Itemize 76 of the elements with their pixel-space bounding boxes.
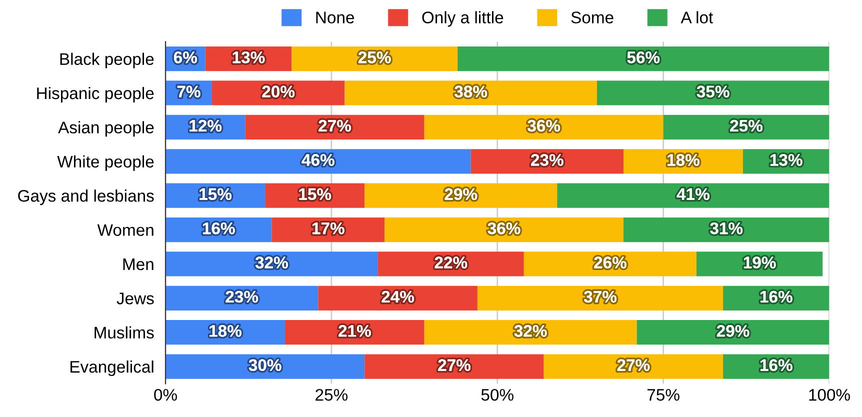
data-label: 56% (627, 51, 660, 64)
data-label: 29% (444, 188, 478, 200)
data-label: 17% (312, 222, 344, 234)
data-label: 24% (382, 290, 414, 303)
data-label: 31% (710, 222, 743, 234)
legend-label: A lot (680, 11, 714, 24)
bar (458, 46, 830, 72)
legend-label: Only a little (422, 11, 504, 27)
data-label: 12% (190, 120, 222, 132)
data-label: 15% (200, 188, 232, 200)
data-label: 13% (232, 51, 265, 64)
data-label: 32% (255, 256, 288, 268)
data-label: 6% (174, 51, 198, 64)
x-tick-label: 0% (154, 388, 177, 401)
data-label: 36% (488, 222, 520, 234)
data-label: 25% (358, 51, 391, 64)
bar (364, 354, 544, 379)
bar (166, 252, 378, 276)
data-label: 21% (338, 325, 371, 337)
data-label: 37% (584, 290, 616, 303)
data-label: 23% (531, 154, 564, 166)
bar (364, 183, 558, 208)
bar (344, 80, 597, 106)
legend-label: Some (571, 12, 614, 24)
bar (166, 354, 365, 379)
data-label: 25% (730, 120, 763, 132)
bar (245, 114, 424, 140)
y-tick-label: Women (97, 224, 154, 236)
data-label: 41% (676, 188, 710, 200)
bar (424, 114, 664, 140)
x-tick-label: 25% (316, 388, 348, 401)
data-label: 19% (744, 256, 776, 268)
y-tick-label: Black people (60, 52, 154, 68)
data-label: 13% (770, 154, 802, 166)
data-label: 46% (302, 154, 334, 166)
data-label: 26% (594, 256, 626, 268)
bar (596, 80, 830, 106)
y-tick-label: Jews (116, 292, 154, 304)
legend-label: None (316, 12, 354, 24)
y-tick-label: Evangelical (70, 360, 154, 376)
bar (524, 252, 696, 276)
data-label: 32% (514, 325, 547, 337)
bar (166, 149, 471, 174)
data-label: 27% (617, 359, 650, 371)
x-tick-label: 100% (809, 388, 850, 401)
x-tick-label: 50% (481, 388, 514, 401)
data-label: 35% (696, 86, 730, 98)
data-label: 36% (528, 120, 560, 132)
bar (384, 217, 624, 242)
y-tick-label: White people (57, 155, 154, 171)
data-label: 27% (318, 120, 351, 132)
data-label: 16% (202, 222, 235, 234)
data-label: 20% (262, 86, 295, 98)
y-tick-label: Gays and lesbians (18, 190, 154, 206)
data-label: 15% (299, 188, 332, 200)
data-label: 23% (226, 290, 258, 303)
bar (557, 183, 830, 208)
data-label: 29% (716, 325, 750, 337)
y-tick-label: Muslims (94, 326, 154, 339)
bar (424, 320, 637, 345)
data-label: 7% (177, 86, 200, 98)
bar (623, 217, 830, 242)
data-label: 18% (668, 154, 700, 166)
data-label: 18% (210, 325, 242, 337)
x-tick-label: 75% (647, 389, 680, 401)
data-label: 22% (434, 256, 468, 268)
bar (477, 286, 724, 310)
bar (544, 354, 724, 379)
y-tick-label: Men (123, 258, 154, 270)
data-label: 16% (760, 290, 792, 303)
data-label: 38% (454, 86, 488, 98)
y-tick-label: Asian people (58, 121, 154, 137)
data-label: 16% (760, 359, 792, 372)
data-label: 30% (248, 359, 282, 372)
data-label: 27% (438, 359, 470, 371)
y-tick-label: Hispanic people (37, 86, 154, 102)
